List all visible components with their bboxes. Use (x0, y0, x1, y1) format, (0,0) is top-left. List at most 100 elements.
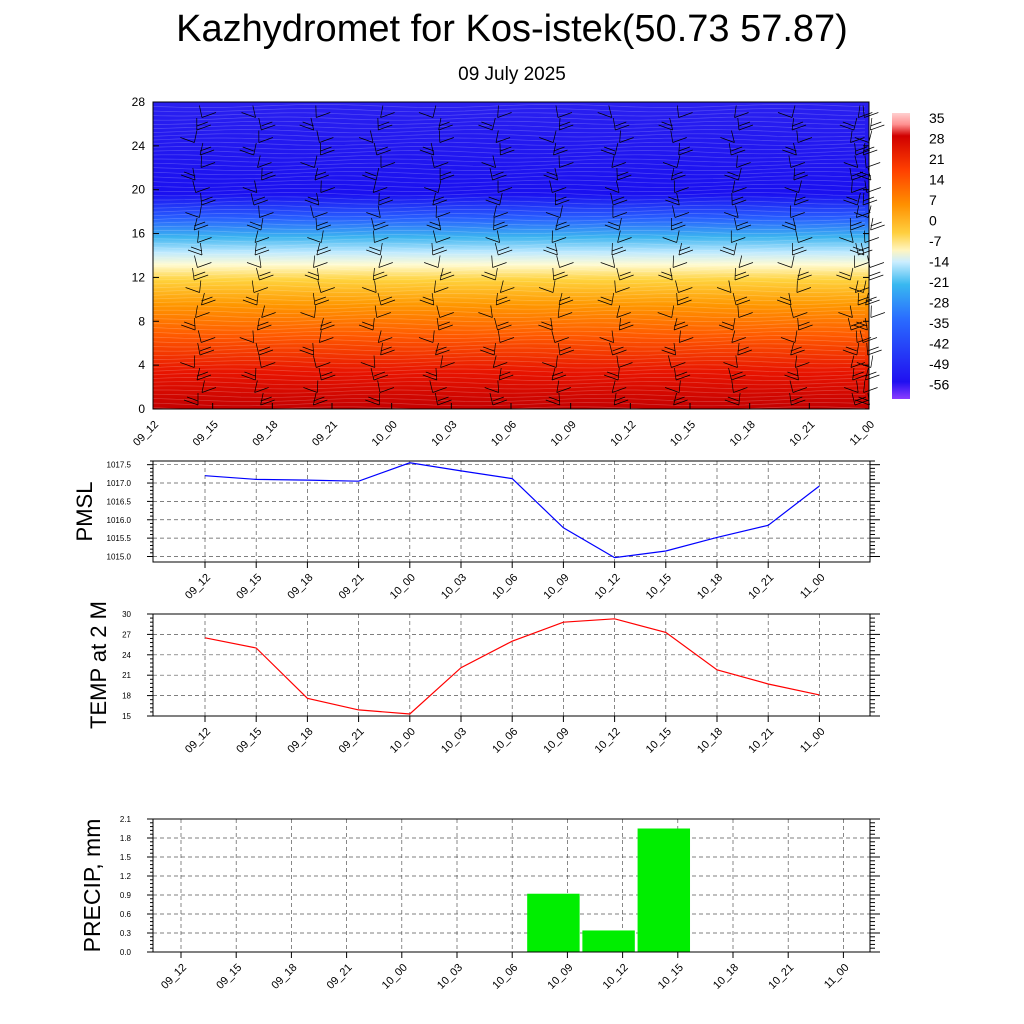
barb-flag (498, 246, 510, 252)
barb-flag (316, 224, 331, 231)
barb-flag (661, 271, 673, 277)
wind-barb (719, 242, 737, 256)
x-tick-label: 10_12 (593, 572, 623, 602)
barb-staff (438, 117, 442, 131)
barb-staff (256, 292, 259, 306)
barb-flag (677, 296, 689, 302)
barb-flag (657, 312, 672, 318)
x-tick-label: 10_06 (490, 962, 520, 992)
wind-barb (180, 130, 198, 143)
wind-barb (600, 255, 616, 268)
barb-staff (258, 355, 262, 368)
barb-flag (303, 387, 318, 393)
barb-staff (617, 230, 621, 243)
wind-barb (431, 155, 449, 168)
barb-staff (556, 255, 560, 268)
barb-staff (616, 355, 619, 368)
barb-staff (618, 217, 622, 231)
barb-flag (855, 287, 870, 293)
y-tick-label: 15 (122, 712, 131, 721)
barb-flag (738, 124, 754, 131)
barb-flag (190, 246, 203, 252)
barb-flag (599, 337, 614, 343)
barb-flag (791, 124, 807, 131)
barb-staff (316, 192, 320, 206)
barb-staff (255, 342, 260, 356)
barb-flag (302, 346, 314, 352)
y-tick-label: 1016.5 (107, 497, 132, 506)
barb-flag (797, 137, 813, 143)
contour-line (152, 335, 866, 339)
barb-flag (380, 112, 395, 118)
barb-flag (314, 299, 330, 306)
barb-flag (199, 349, 215, 356)
wind-barb (258, 355, 276, 368)
wind-barb (558, 292, 574, 306)
barb-staff (866, 342, 868, 356)
barb-staff (196, 367, 201, 381)
barb-flag (180, 362, 195, 368)
barb-flag (378, 124, 393, 131)
barb-staff (494, 317, 498, 331)
barb-flag (320, 287, 335, 293)
barb-flag (545, 399, 560, 406)
barb-staff (314, 155, 318, 168)
barb-staff (793, 167, 796, 181)
barb-staff (732, 180, 736, 193)
wind-barb (849, 280, 867, 293)
barb-flag (196, 371, 209, 377)
wind-barb (734, 267, 750, 281)
contour-line (152, 209, 866, 213)
barb-flag (183, 399, 199, 406)
barb-flag (672, 137, 687, 143)
wind-barb (195, 305, 210, 318)
barb-staff (314, 167, 319, 181)
x-tick-label: 11_00 (822, 962, 852, 992)
wind-barb (551, 367, 567, 381)
y-tick-label: 16 (132, 227, 146, 241)
barb-staff (614, 142, 619, 156)
barb-staff (261, 305, 265, 318)
barb-flag (798, 237, 813, 243)
barb-staff (851, 392, 856, 406)
barb-flag (499, 371, 511, 377)
barb-flag (195, 187, 210, 193)
barb-staff (797, 317, 799, 331)
barb-flag (790, 346, 802, 352)
barb-staff (728, 280, 732, 293)
barb-flag (559, 124, 574, 131)
wind-barb (557, 342, 575, 356)
barb-flag (538, 287, 554, 293)
panel-frame (152, 818, 871, 953)
barb-flag (422, 296, 434, 302)
barb-staff (790, 342, 794, 356)
wind-barb (847, 317, 866, 331)
wind-barb (435, 205, 451, 218)
contour-line (152, 297, 866, 302)
barb-flag (313, 399, 328, 406)
barb-flag (731, 337, 746, 343)
y-tick-label: 1.2 (120, 872, 132, 881)
contour-line (152, 171, 866, 176)
barb-flag (790, 349, 805, 356)
wind-barb (431, 242, 447, 256)
barb-flag (429, 221, 441, 227)
barb-staff (850, 355, 855, 368)
barb-flag (613, 199, 628, 206)
barb-staff (495, 267, 498, 281)
wind-barb (256, 267, 274, 281)
wind-barb (658, 117, 673, 131)
wind-barb (257, 317, 272, 331)
barb-flag (321, 374, 336, 381)
wind-barb (781, 217, 797, 231)
barb-flag (785, 146, 797, 152)
x-tick-label: 10_09 (549, 419, 579, 449)
barb-flag (870, 121, 882, 127)
barb-staff (797, 267, 801, 281)
barb-flag (732, 199, 747, 206)
barb-flag (483, 346, 495, 352)
x-tick-label: 10_12 (593, 726, 623, 756)
contour-line (152, 213, 866, 218)
barb-flag (553, 146, 565, 152)
wind-barb (604, 180, 620, 193)
